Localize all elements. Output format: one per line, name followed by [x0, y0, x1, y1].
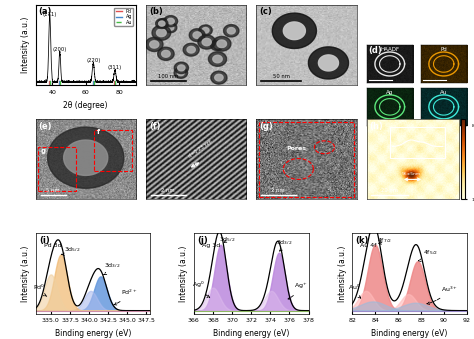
Text: (111): (111)	[43, 12, 57, 17]
Polygon shape	[272, 13, 317, 48]
Text: (200): (200)	[53, 47, 67, 52]
Text: Au$^{0}$: Au$^{0}$	[348, 283, 361, 298]
Text: (d): (d)	[368, 46, 382, 55]
X-axis label: Binding energy (eV): Binding energy (eV)	[55, 329, 131, 338]
Text: Au: Au	[440, 90, 447, 95]
Text: (a): (a)	[38, 7, 52, 17]
Polygon shape	[146, 37, 163, 52]
Polygon shape	[202, 38, 211, 46]
Polygon shape	[227, 27, 235, 34]
Polygon shape	[213, 55, 222, 63]
Polygon shape	[174, 62, 189, 74]
Text: (j): (j)	[197, 236, 208, 245]
Text: 3d$_{3/2}$: 3d$_{3/2}$	[104, 262, 120, 275]
Polygon shape	[319, 55, 338, 71]
Polygon shape	[211, 71, 227, 84]
Text: Ag$^{0}$: Ag$^{0}$	[192, 279, 210, 297]
Text: 20 nm: 20 nm	[381, 188, 398, 193]
Text: (311): (311)	[108, 65, 122, 70]
Text: f: f	[97, 128, 100, 135]
Polygon shape	[213, 37, 231, 51]
Bar	[390, 127, 446, 158]
Text: Pd$^{0}$: Pd$^{0}$	[33, 283, 47, 296]
Text: (220): (220)	[86, 58, 100, 63]
Polygon shape	[161, 21, 166, 25]
Polygon shape	[198, 35, 216, 49]
Polygon shape	[164, 23, 177, 33]
Polygon shape	[283, 22, 305, 40]
Polygon shape	[183, 43, 199, 56]
Polygon shape	[167, 25, 174, 30]
Polygon shape	[217, 40, 227, 47]
Polygon shape	[167, 18, 174, 24]
Y-axis label: Intensity (a.u.): Intensity (a.u.)	[337, 245, 346, 302]
Text: Au 4f: Au 4f	[360, 243, 376, 248]
Polygon shape	[199, 25, 212, 36]
Text: 3d$_{5/2}$: 3d$_{5/2}$	[61, 245, 81, 256]
Polygon shape	[174, 67, 188, 78]
Text: (c): (c)	[259, 7, 272, 17]
Text: Ag 3d: Ag 3d	[202, 243, 220, 248]
Y-axis label: Intensity (a.u.): Intensity (a.u.)	[21, 17, 30, 74]
X-axis label: Binding energy (eV): Binding energy (eV)	[371, 329, 448, 338]
X-axis label: 2θ (degree): 2θ (degree)	[64, 101, 108, 110]
Text: 50 nm: 50 nm	[273, 74, 290, 79]
Polygon shape	[189, 29, 205, 41]
Text: 5 nm: 5 nm	[46, 188, 59, 193]
Polygon shape	[155, 19, 168, 28]
Text: 2 nm: 2 nm	[272, 188, 285, 193]
Text: Pores: Pores	[286, 146, 306, 151]
Polygon shape	[156, 29, 166, 37]
Text: 4f$_{7/2}$: 4f$_{7/2}$	[377, 237, 392, 245]
Text: g: g	[41, 148, 46, 154]
Polygon shape	[214, 43, 220, 48]
Text: (k): (k)	[356, 236, 369, 245]
Polygon shape	[187, 46, 195, 53]
Polygon shape	[202, 27, 209, 33]
Text: (f): (f)	[149, 122, 160, 131]
Bar	[94, 129, 132, 172]
Text: (i): (i)	[39, 236, 50, 245]
Polygon shape	[152, 25, 171, 40]
Text: 100 nm: 100 nm	[158, 74, 178, 79]
Polygon shape	[162, 51, 170, 57]
Text: 2 nm: 2 nm	[161, 188, 175, 193]
Polygon shape	[164, 16, 178, 27]
Polygon shape	[309, 47, 348, 79]
Polygon shape	[193, 32, 201, 38]
Y-axis label: Intensity (a.u.): Intensity (a.u.)	[179, 245, 188, 302]
Text: d=0.23 nm: d=0.23 nm	[188, 139, 213, 159]
Polygon shape	[178, 65, 185, 71]
Text: (g): (g)	[259, 122, 273, 131]
Text: (e): (e)	[38, 122, 52, 131]
Text: 4f$_{5/2}$: 4f$_{5/2}$	[419, 249, 438, 261]
Text: Au$^{3+}$: Au$^{3+}$	[427, 284, 458, 304]
Text: Ag: Ag	[386, 90, 393, 95]
Polygon shape	[215, 74, 223, 81]
Text: Ag$^{+}$: Ag$^{+}$	[288, 281, 308, 299]
Polygon shape	[177, 70, 184, 76]
Polygon shape	[158, 19, 169, 28]
Polygon shape	[224, 25, 239, 37]
Text: 3d$_{5/2}$: 3d$_{5/2}$	[219, 236, 236, 244]
Polygon shape	[150, 41, 159, 48]
Y-axis label: Intensity (a.u.): Intensity (a.u.)	[21, 245, 30, 302]
Polygon shape	[210, 40, 223, 51]
Text: Pd$^{2+}$: Pd$^{2+}$	[114, 288, 137, 305]
Text: 3d$_{3/2}$: 3d$_{3/2}$	[276, 239, 293, 251]
Polygon shape	[159, 21, 165, 26]
Polygon shape	[158, 47, 174, 60]
X-axis label: Binding energy (eV): Binding energy (eV)	[213, 329, 290, 338]
Polygon shape	[47, 127, 124, 188]
Text: 56±5nm: 56±5nm	[401, 173, 420, 176]
Legend: Pd, Ag, Au: Pd, Ag, Au	[114, 7, 134, 26]
Text: (h): (h)	[369, 122, 383, 131]
Text: Pd 3d: Pd 3d	[44, 243, 61, 248]
Text: Pd: Pd	[440, 47, 447, 52]
Polygon shape	[64, 140, 108, 175]
Polygon shape	[209, 52, 227, 66]
Bar	[37, 147, 76, 192]
Text: HAADF: HAADF	[380, 47, 399, 52]
Text: (b): (b)	[149, 7, 163, 17]
